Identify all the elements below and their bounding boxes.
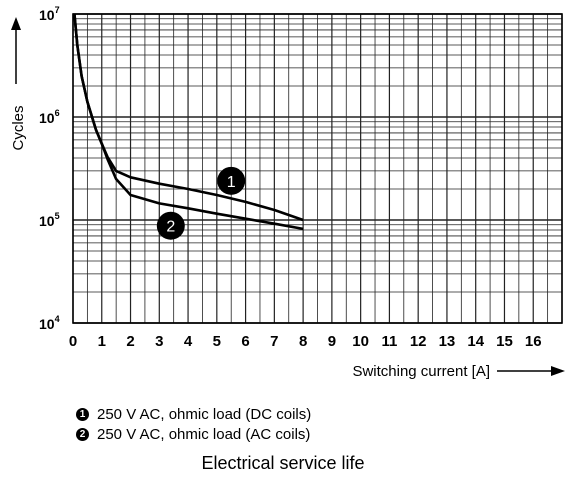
x-tick-label: 16 (525, 333, 542, 350)
series-marker-2 (156, 211, 185, 240)
x-tick-label: 14 (467, 333, 484, 350)
series-marker-1 (217, 166, 246, 195)
x-tick-label: 9 (328, 333, 336, 350)
x-tick-label: 12 (410, 333, 427, 350)
curves (73, 13, 304, 231)
x-tick-label: 15 (496, 333, 513, 350)
series-marker-label-1: 1 (227, 174, 236, 191)
y-axis-label: Cycles (10, 105, 27, 150)
legend-label-2: 250 V AC, ohmic load (AC coils) (97, 425, 311, 443)
x-tick-labels: 0 1 2 3 4 5 6 7 8 9 10 11 12 13 14 15 16 (69, 333, 542, 350)
grid (72, 13, 563, 324)
chart-title: Electrical service life (201, 453, 365, 473)
legend-label-1: 250 V AC, ohmic load (DC coils) (97, 405, 312, 423)
y-tick-label: 104 (39, 314, 60, 332)
series-line-2 (73, 13, 304, 231)
y-tick-label: 105 (39, 211, 60, 229)
x-tick-label: 6 (241, 333, 249, 350)
x-tick-label: 2 (126, 333, 134, 350)
x-tick-label: 3 (155, 333, 163, 350)
x-tick-label: 4 (184, 333, 193, 350)
x-tick-label: 7 (270, 333, 278, 350)
y-tick-label: 106 (39, 108, 60, 126)
plot-border (72, 13, 563, 324)
series-marker-label-2: 2 (166, 219, 175, 236)
legend-marker-2: 2 (76, 427, 89, 441)
x-tick-label: 0 (69, 333, 77, 350)
x-tick-label: 13 (439, 333, 456, 350)
x-tick-label: 10 (352, 333, 369, 350)
legend-item-1: 1 250 V AC, ohmic load (DC coils) (76, 404, 311, 424)
legend-item-2: 2 250 V AC, ohmic load (AC coils) (76, 424, 310, 444)
x-tick-label: 11 (381, 333, 397, 350)
y-tick-label: 107 (39, 5, 60, 23)
y-tick-labels: 104 105 106 107 (39, 5, 60, 332)
x-axis-arrow (497, 366, 565, 376)
x-axis-label: Switching current [A] (352, 363, 490, 380)
x-tick-label: 1 (98, 333, 106, 350)
y-axis-arrow (11, 17, 21, 84)
x-tick-label: 8 (299, 333, 307, 350)
x-tick-label: 5 (213, 333, 221, 350)
series-markers: 12 (156, 166, 246, 240)
legend-marker-1: 1 (76, 407, 89, 421)
